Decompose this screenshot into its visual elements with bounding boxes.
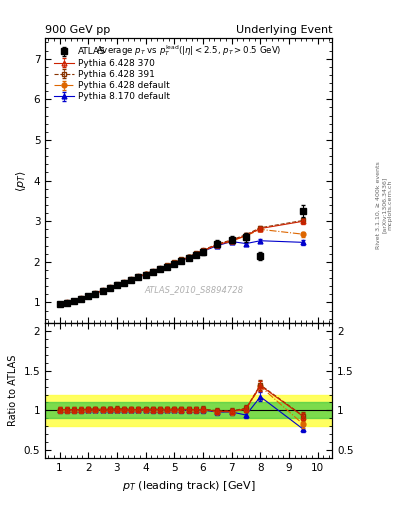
Text: Rivet 3.1.10, ≥ 400k events: Rivet 3.1.10, ≥ 400k events (376, 161, 380, 249)
Y-axis label: $\langle p_T \rangle$: $\langle p_T \rangle$ (14, 169, 28, 191)
Bar (45, 395, 332, 426)
Text: [arXiv:1306.3436]: [arXiv:1306.3436] (382, 177, 387, 233)
X-axis label: $p_T$ (leading track) [GeV]: $p_T$ (leading track) [GeV] (122, 479, 255, 493)
Text: Underlying Event: Underlying Event (235, 25, 332, 35)
Text: Average $p_T$ vs $p_T^{\mathrm{lead}}$($|\eta| < 2.5$, $p_T > 0.5$ GeV): Average $p_T$ vs $p_T^{\mathrm{lead}}$($… (96, 42, 281, 57)
Text: ATLAS_2010_S8894728: ATLAS_2010_S8894728 (145, 285, 244, 294)
Legend: ATLAS, Pythia 6.428 370, Pythia 6.428 391, Pythia 6.428 default, Pythia 8.170 de: ATLAS, Pythia 6.428 370, Pythia 6.428 39… (52, 46, 171, 103)
Text: mcplots.cern.ch: mcplots.cern.ch (388, 180, 393, 230)
Bar (45, 402, 332, 418)
Text: 900 GeV pp: 900 GeV pp (45, 25, 110, 35)
Y-axis label: Ratio to ATLAS: Ratio to ATLAS (8, 355, 18, 426)
